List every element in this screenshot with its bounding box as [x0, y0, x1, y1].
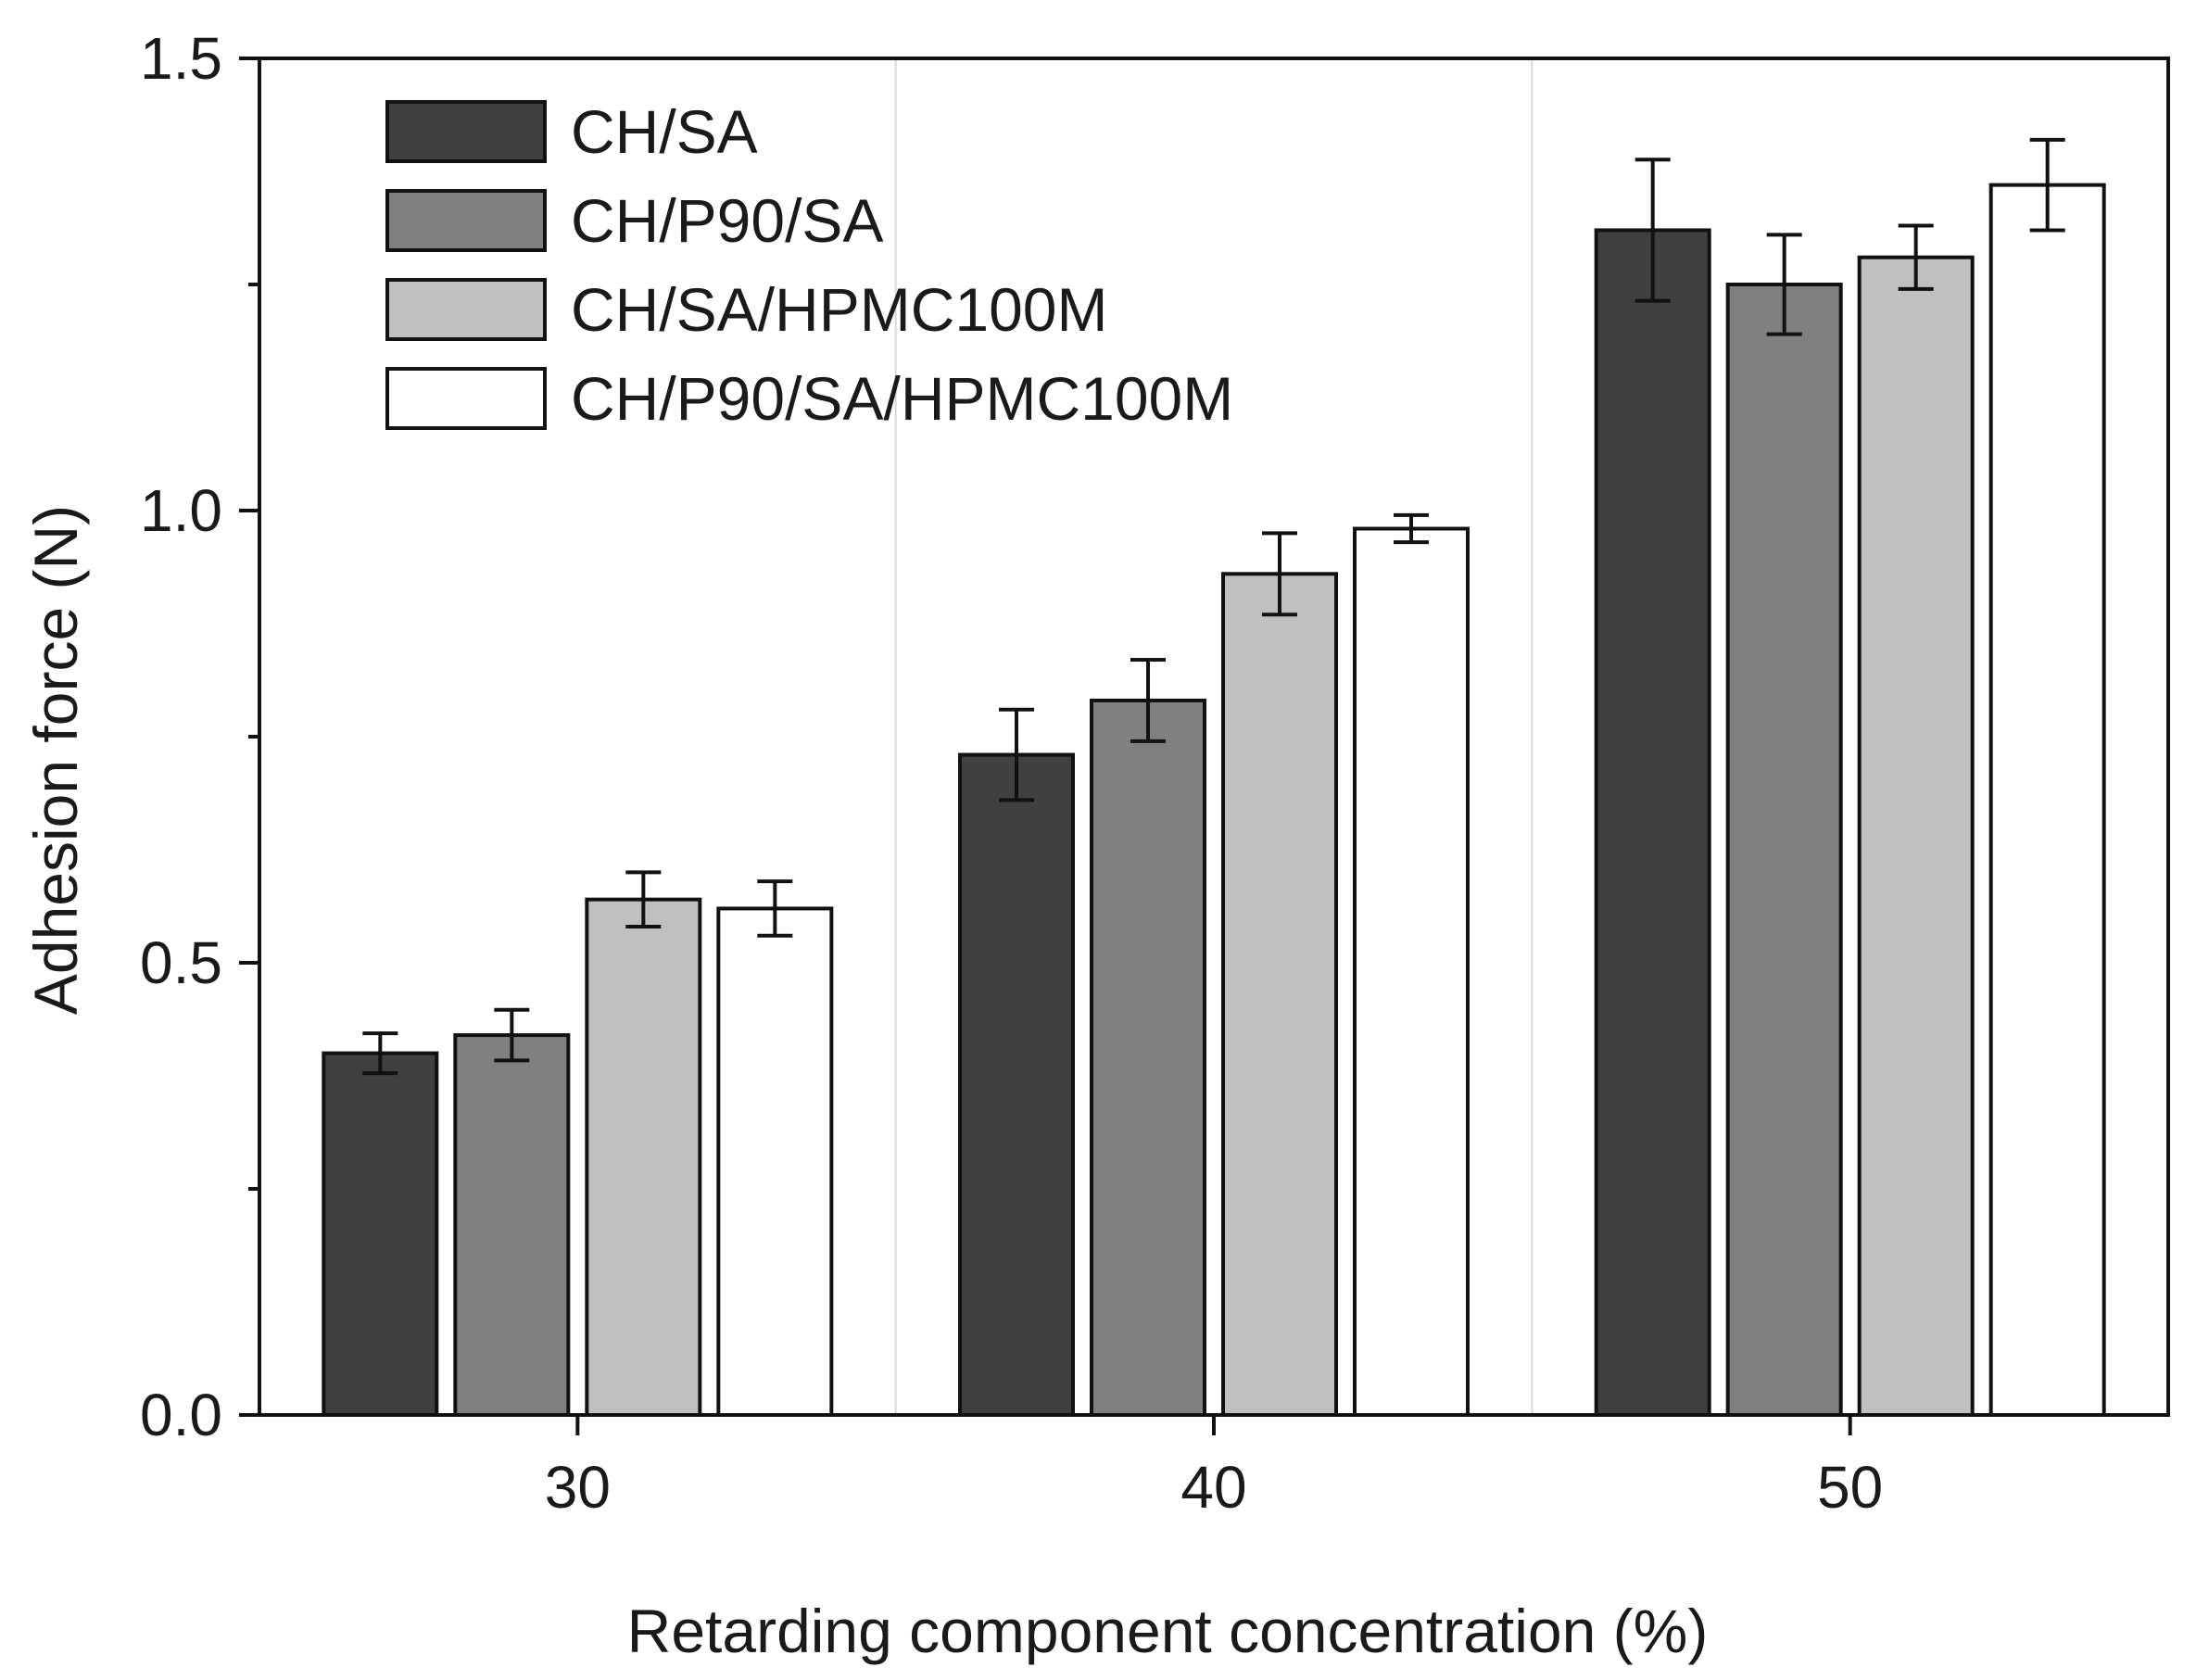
bar	[1221, 572, 1338, 1417]
bar	[1857, 255, 1975, 1418]
bar	[958, 752, 1075, 1417]
legend-label: CH/SA/HPMC100M	[571, 275, 1107, 344]
x-tick-label: 30	[545, 1454, 611, 1521]
ticks: 0.0 0.5 1.0 1.5 30 40 50	[140, 25, 1883, 1521]
y-tick-label: 0.5	[140, 929, 222, 996]
legend-label: CH/SA	[571, 97, 758, 166]
gridlines	[894, 58, 1534, 1415]
legend-label: CH/P90/SA	[571, 186, 883, 255]
bar	[716, 906, 834, 1417]
bar	[1090, 698, 1206, 1417]
y-tick-label: 1.0	[140, 477, 222, 544]
y-tick-label: 0.0	[140, 1382, 222, 1448]
bars	[322, 183, 2106, 1418]
x-tick-label: 40	[1180, 1454, 1246, 1521]
bar	[1988, 183, 2106, 1417]
error-bars	[362, 137, 2065, 1076]
y-axis-title: Adhesion force (N)	[21, 505, 90, 1015]
y-tick-label: 1.5	[140, 25, 222, 92]
x-axis-title: Retarding component concentration (%)	[627, 1597, 1709, 1665]
bar	[453, 1033, 571, 1417]
bar	[322, 1051, 439, 1417]
legend: CH/SA CH/P90/SA CH/SA/HPMC100M CH/P90/SA/HP…	[385, 97, 1233, 433]
legend-swatch	[385, 100, 547, 163]
bar	[1353, 526, 1470, 1417]
legend-swatch	[385, 367, 547, 430]
legend-label: CH/P90/SA/HPMC100M	[571, 364, 1233, 433]
x-tick-label: 50	[1817, 1454, 1883, 1521]
bar	[1725, 283, 1843, 1417]
bar	[1594, 228, 1711, 1418]
bar	[585, 897, 702, 1417]
legend-swatch	[385, 278, 547, 341]
legend-swatch	[385, 189, 547, 252]
